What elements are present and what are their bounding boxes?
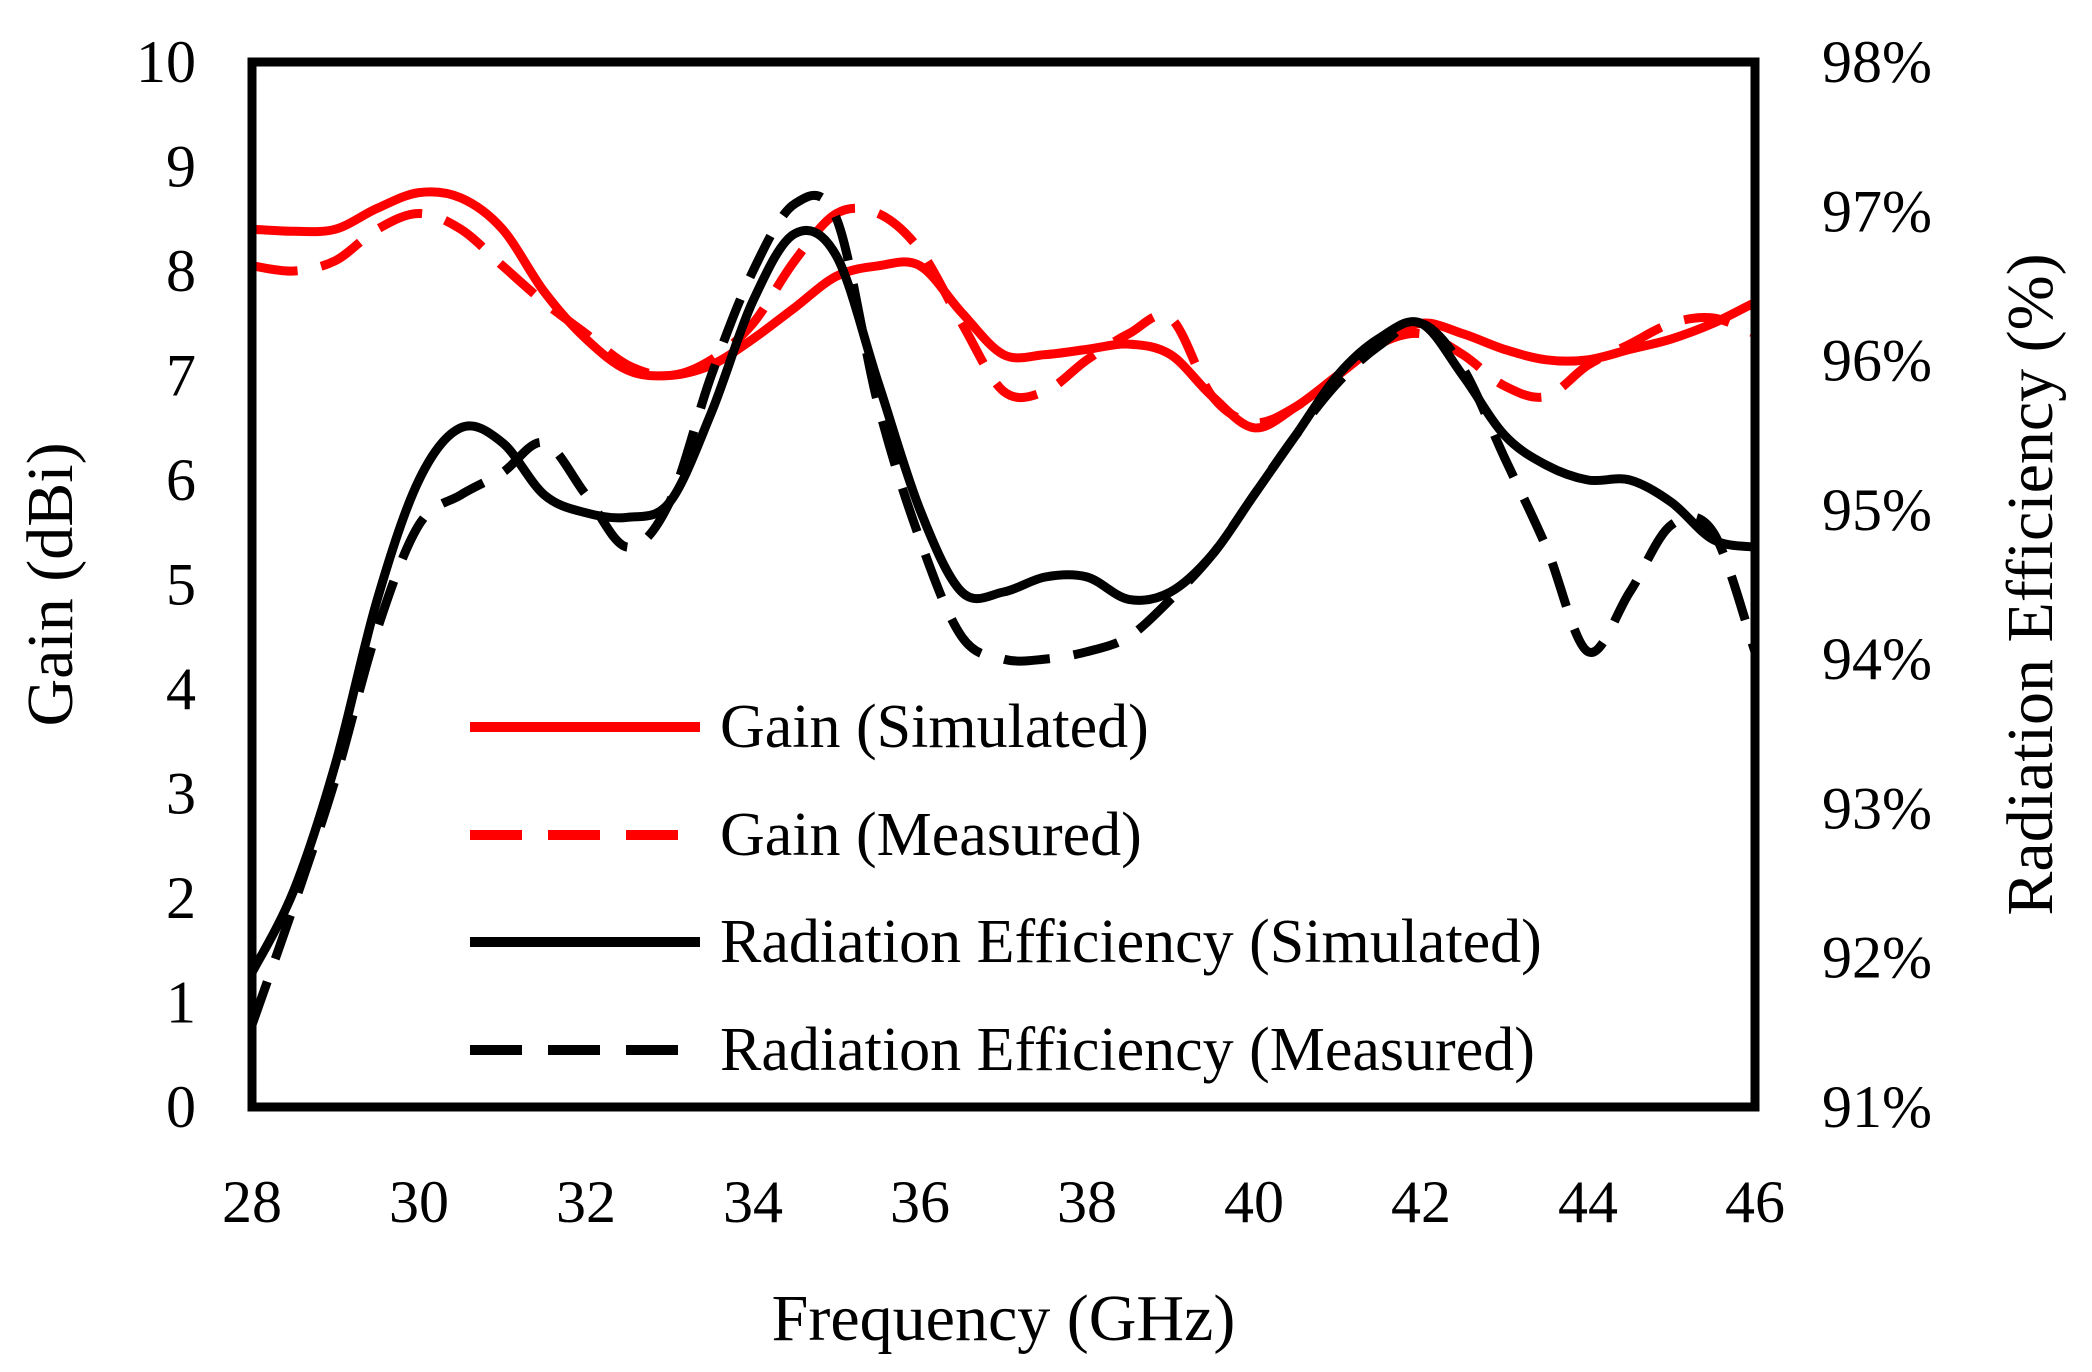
- y-tick-label: 2: [166, 865, 196, 931]
- series-line-gain-simulated: [247, 187, 1760, 433]
- legend-label-efficiency-measured: Radiation Efficiency (Measured): [720, 1016, 1535, 1084]
- legend-label-gain-simulated: Gain (Simulated): [720, 693, 1149, 761]
- x-tick-label: 40: [1224, 1169, 1284, 1235]
- y-tick-label: 6: [166, 447, 196, 513]
- series-line-efficiency-measured: [247, 190, 1760, 1027]
- x-tick-label: 42: [1391, 1169, 1451, 1235]
- x-tick-label: 28: [222, 1169, 282, 1235]
- y2-tick-label: 97%: [1822, 178, 1932, 244]
- x-axis-title: Frequency (GHz): [772, 1282, 1236, 1355]
- y2-tick-label: 91%: [1822, 1074, 1932, 1140]
- y2-tick-labels: 91% 92% 93% 94% 95% 96% 97% 98%: [1822, 29, 1932, 1140]
- y-tick-label: 7: [166, 343, 196, 409]
- series-line-gain-measured: [251, 203, 1757, 428]
- x-tick-label: 36: [890, 1169, 950, 1235]
- x-tick-label: 44: [1558, 1169, 1618, 1235]
- x-tick-label: 30: [389, 1169, 449, 1235]
- legend-label-gain-measured: Gain (Measured): [720, 801, 1142, 869]
- x-tick-label: 38: [1057, 1169, 1117, 1235]
- y2-tick-label: 95%: [1822, 477, 1932, 543]
- y-tick-label: 3: [166, 761, 196, 827]
- y-tick-label: 4: [166, 656, 196, 722]
- x-tick-label: 46: [1725, 1169, 1785, 1235]
- legend: Gain (Simulated) Gain (Measured) Radiati…: [470, 693, 1542, 1084]
- y-tick-label: 10: [136, 29, 196, 95]
- y-axis-title: Gain (dBi): [14, 442, 87, 726]
- y-tick-label: 8: [166, 238, 196, 304]
- y-tick-labels: 0 1 2 3 4 5 6 7 8 9 10: [136, 29, 196, 1140]
- x-tick-labels: 28 30 32 34 36 38 40 42 44 46: [222, 1169, 1785, 1235]
- y2-tick-label: 98%: [1822, 29, 1932, 95]
- y-tick-label: 9: [166, 134, 196, 200]
- y-tick-label: 0: [166, 1074, 196, 1140]
- x-tick-label: 34: [723, 1169, 783, 1235]
- plot-frame: [247, 57, 1760, 1112]
- y-tick-label: 1: [166, 970, 196, 1036]
- x-tick-label: 32: [556, 1169, 616, 1235]
- y2-tick-label: 93%: [1822, 775, 1932, 841]
- y2-tick-label: 92%: [1822, 925, 1932, 991]
- y2-axis-title: Radiation Efficiency (%): [1994, 253, 2067, 915]
- y2-tick-label: 94%: [1822, 626, 1932, 692]
- y2-tick-label: 96%: [1822, 328, 1932, 394]
- legend-label-efficiency-simulated: Radiation Efficiency (Simulated): [720, 908, 1542, 976]
- series-layer: [247, 187, 1760, 1027]
- y-tick-label: 5: [166, 552, 196, 618]
